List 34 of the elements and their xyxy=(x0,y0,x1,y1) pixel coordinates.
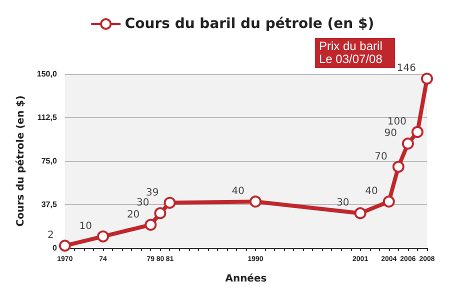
data-label: 30 xyxy=(336,198,350,209)
data-label: 40 xyxy=(232,186,244,198)
text: Prix du baril xyxy=(319,39,382,53)
point xyxy=(97,230,110,242)
data-label: 39 xyxy=(146,187,159,198)
text: Le 03/07/08 xyxy=(319,52,383,66)
point xyxy=(382,196,395,208)
y-tick-label: 37,5 xyxy=(41,200,58,209)
y-tick-label: 150,0 xyxy=(36,70,58,78)
point xyxy=(144,218,157,231)
point xyxy=(164,196,176,209)
data-label: 10 xyxy=(79,220,92,232)
data-label: 30 xyxy=(136,198,150,209)
data-label: 100 xyxy=(387,116,406,128)
data-label: 146 xyxy=(396,63,416,74)
point xyxy=(154,207,166,220)
x-axis-title: Années xyxy=(225,274,267,284)
y-tick-label: 75,0 xyxy=(41,156,58,166)
data-label: 20 xyxy=(126,209,140,220)
data-label: 90 xyxy=(384,128,397,140)
y-axis-title: Cours du pétrole (en $) xyxy=(16,95,26,227)
point xyxy=(392,160,404,173)
data-label: 2 xyxy=(48,230,54,242)
y-tick-label: 0 xyxy=(52,244,58,252)
point xyxy=(421,72,433,85)
point xyxy=(402,138,414,150)
data-label: 40 xyxy=(365,186,378,198)
legend-label: Cours du baril du pétrole (en $) xyxy=(124,16,374,32)
point xyxy=(354,207,366,220)
point xyxy=(411,126,424,138)
data-label: 70 xyxy=(374,151,388,162)
point xyxy=(250,196,262,208)
point xyxy=(58,240,71,252)
y-tick-label: 112,5 xyxy=(37,113,58,122)
